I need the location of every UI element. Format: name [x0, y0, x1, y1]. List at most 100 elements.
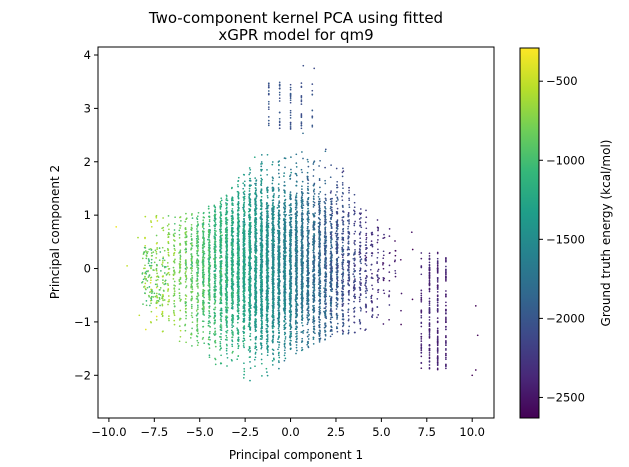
scatter-point: [371, 284, 373, 287]
scatter-point: [278, 163, 280, 166]
scatter-point: [289, 339, 292, 342]
scatter-point: [260, 183, 262, 186]
scatter-point: [353, 201, 356, 204]
scatter-point: [335, 200, 338, 203]
scatter-point: [290, 330, 292, 333]
scatter-point: [190, 305, 193, 308]
scatter-point: [348, 191, 350, 194]
scatter-point: [312, 343, 315, 345]
scatter-point: [277, 293, 280, 295]
scatter-point: [336, 219, 339, 221]
scatter-point: [255, 301, 258, 304]
scatter-point: [155, 319, 158, 321]
scatter-point: [167, 295, 170, 297]
scatter-point: [329, 176, 332, 179]
scatter-point: [318, 341, 321, 343]
scatter-point: [307, 160, 309, 163]
scatter-point: [191, 316, 194, 319]
scatter-point: [365, 227, 368, 230]
scatter-point: [214, 240, 217, 243]
scatter-point: [283, 189, 285, 191]
scatter-point: [289, 299, 292, 302]
scatter-point: [283, 172, 286, 174]
scatter-point: [388, 228, 391, 230]
scatter-point: [336, 186, 339, 189]
scatter-point: [260, 188, 263, 191]
scatter-point: [162, 217, 164, 219]
scatter-point: [400, 292, 403, 295]
scatter-point: [347, 225, 350, 228]
scatter-point: [237, 308, 239, 311]
scatter-point: [190, 235, 193, 238]
scatter-point: [348, 271, 350, 274]
scatter-point: [208, 354, 211, 357]
scatter-point: [319, 302, 322, 304]
scatter-point: [307, 165, 310, 168]
scatter-point: [341, 241, 344, 244]
scatter-point: [342, 216, 345, 219]
scatter-point: [295, 162, 298, 164]
scatter-point: [232, 302, 234, 304]
scatter-point: [341, 300, 344, 303]
scatter-point: [359, 221, 362, 224]
scatter-point: [173, 294, 176, 297]
scatter-point: [243, 346, 245, 349]
scatter-point: [347, 246, 350, 248]
scatter-point: [207, 322, 210, 325]
scatter-point: [214, 208, 217, 211]
scatter-point: [225, 223, 228, 226]
scatter-point: [358, 320, 361, 322]
scatter-point: [266, 340, 269, 343]
scatter-point: [336, 322, 339, 325]
scatter-point: [271, 320, 274, 323]
scatter-point: [265, 342, 268, 345]
scatter-point: [272, 349, 275, 352]
scatter-point: [247, 325, 250, 328]
scatter-point: [161, 315, 164, 318]
scatter-point: [243, 174, 246, 176]
scatter-point: [301, 324, 304, 327]
scatter-point: [220, 199, 223, 202]
scatter-point: [365, 238, 368, 241]
scatter-point: [219, 362, 222, 364]
scatter-point: [195, 262, 198, 264]
scatter-point: [242, 187, 245, 190]
scatter-point: [301, 185, 303, 188]
scatter-point: [359, 241, 361, 244]
scatter-point: [283, 349, 286, 352]
scatter-point: [208, 332, 211, 335]
scatter-point: [190, 229, 193, 232]
scatter-point: [166, 262, 169, 264]
scatter-point: [179, 249, 182, 252]
scatter-point: [336, 277, 338, 279]
scatter-point: [167, 265, 169, 268]
scatter-point: [277, 196, 280, 199]
scatter-point: [272, 353, 275, 356]
scatter-point: [209, 326, 211, 328]
scatter-point: [178, 340, 181, 343]
scatter-point: [276, 341, 279, 343]
scatter-point: [191, 288, 194, 290]
scatter-point: [277, 211, 280, 214]
scatter-point: [201, 226, 204, 228]
scatter-point: [370, 252, 373, 254]
scatter-point: [266, 195, 269, 197]
scatter-point: [260, 154, 263, 156]
scatter-point: [330, 240, 332, 242]
scatter-point: [236, 327, 238, 330]
scatter-point: [365, 256, 368, 259]
scatter-point: [359, 260, 362, 263]
scatter-point: [382, 262, 384, 264]
scatter-point: [377, 229, 379, 232]
scatter-point: [336, 180, 339, 183]
scatter-point: [161, 310, 164, 313]
scatter-point: [266, 330, 268, 332]
scatter-point: [328, 295, 331, 298]
scatter-point: [353, 222, 356, 225]
scatter-point: [168, 319, 170, 322]
scatter-point: [382, 263, 384, 266]
scatter-point: [348, 219, 350, 221]
scatter-point: [347, 308, 350, 311]
scatter-point: [237, 196, 240, 199]
scatter-point: [353, 283, 356, 286]
